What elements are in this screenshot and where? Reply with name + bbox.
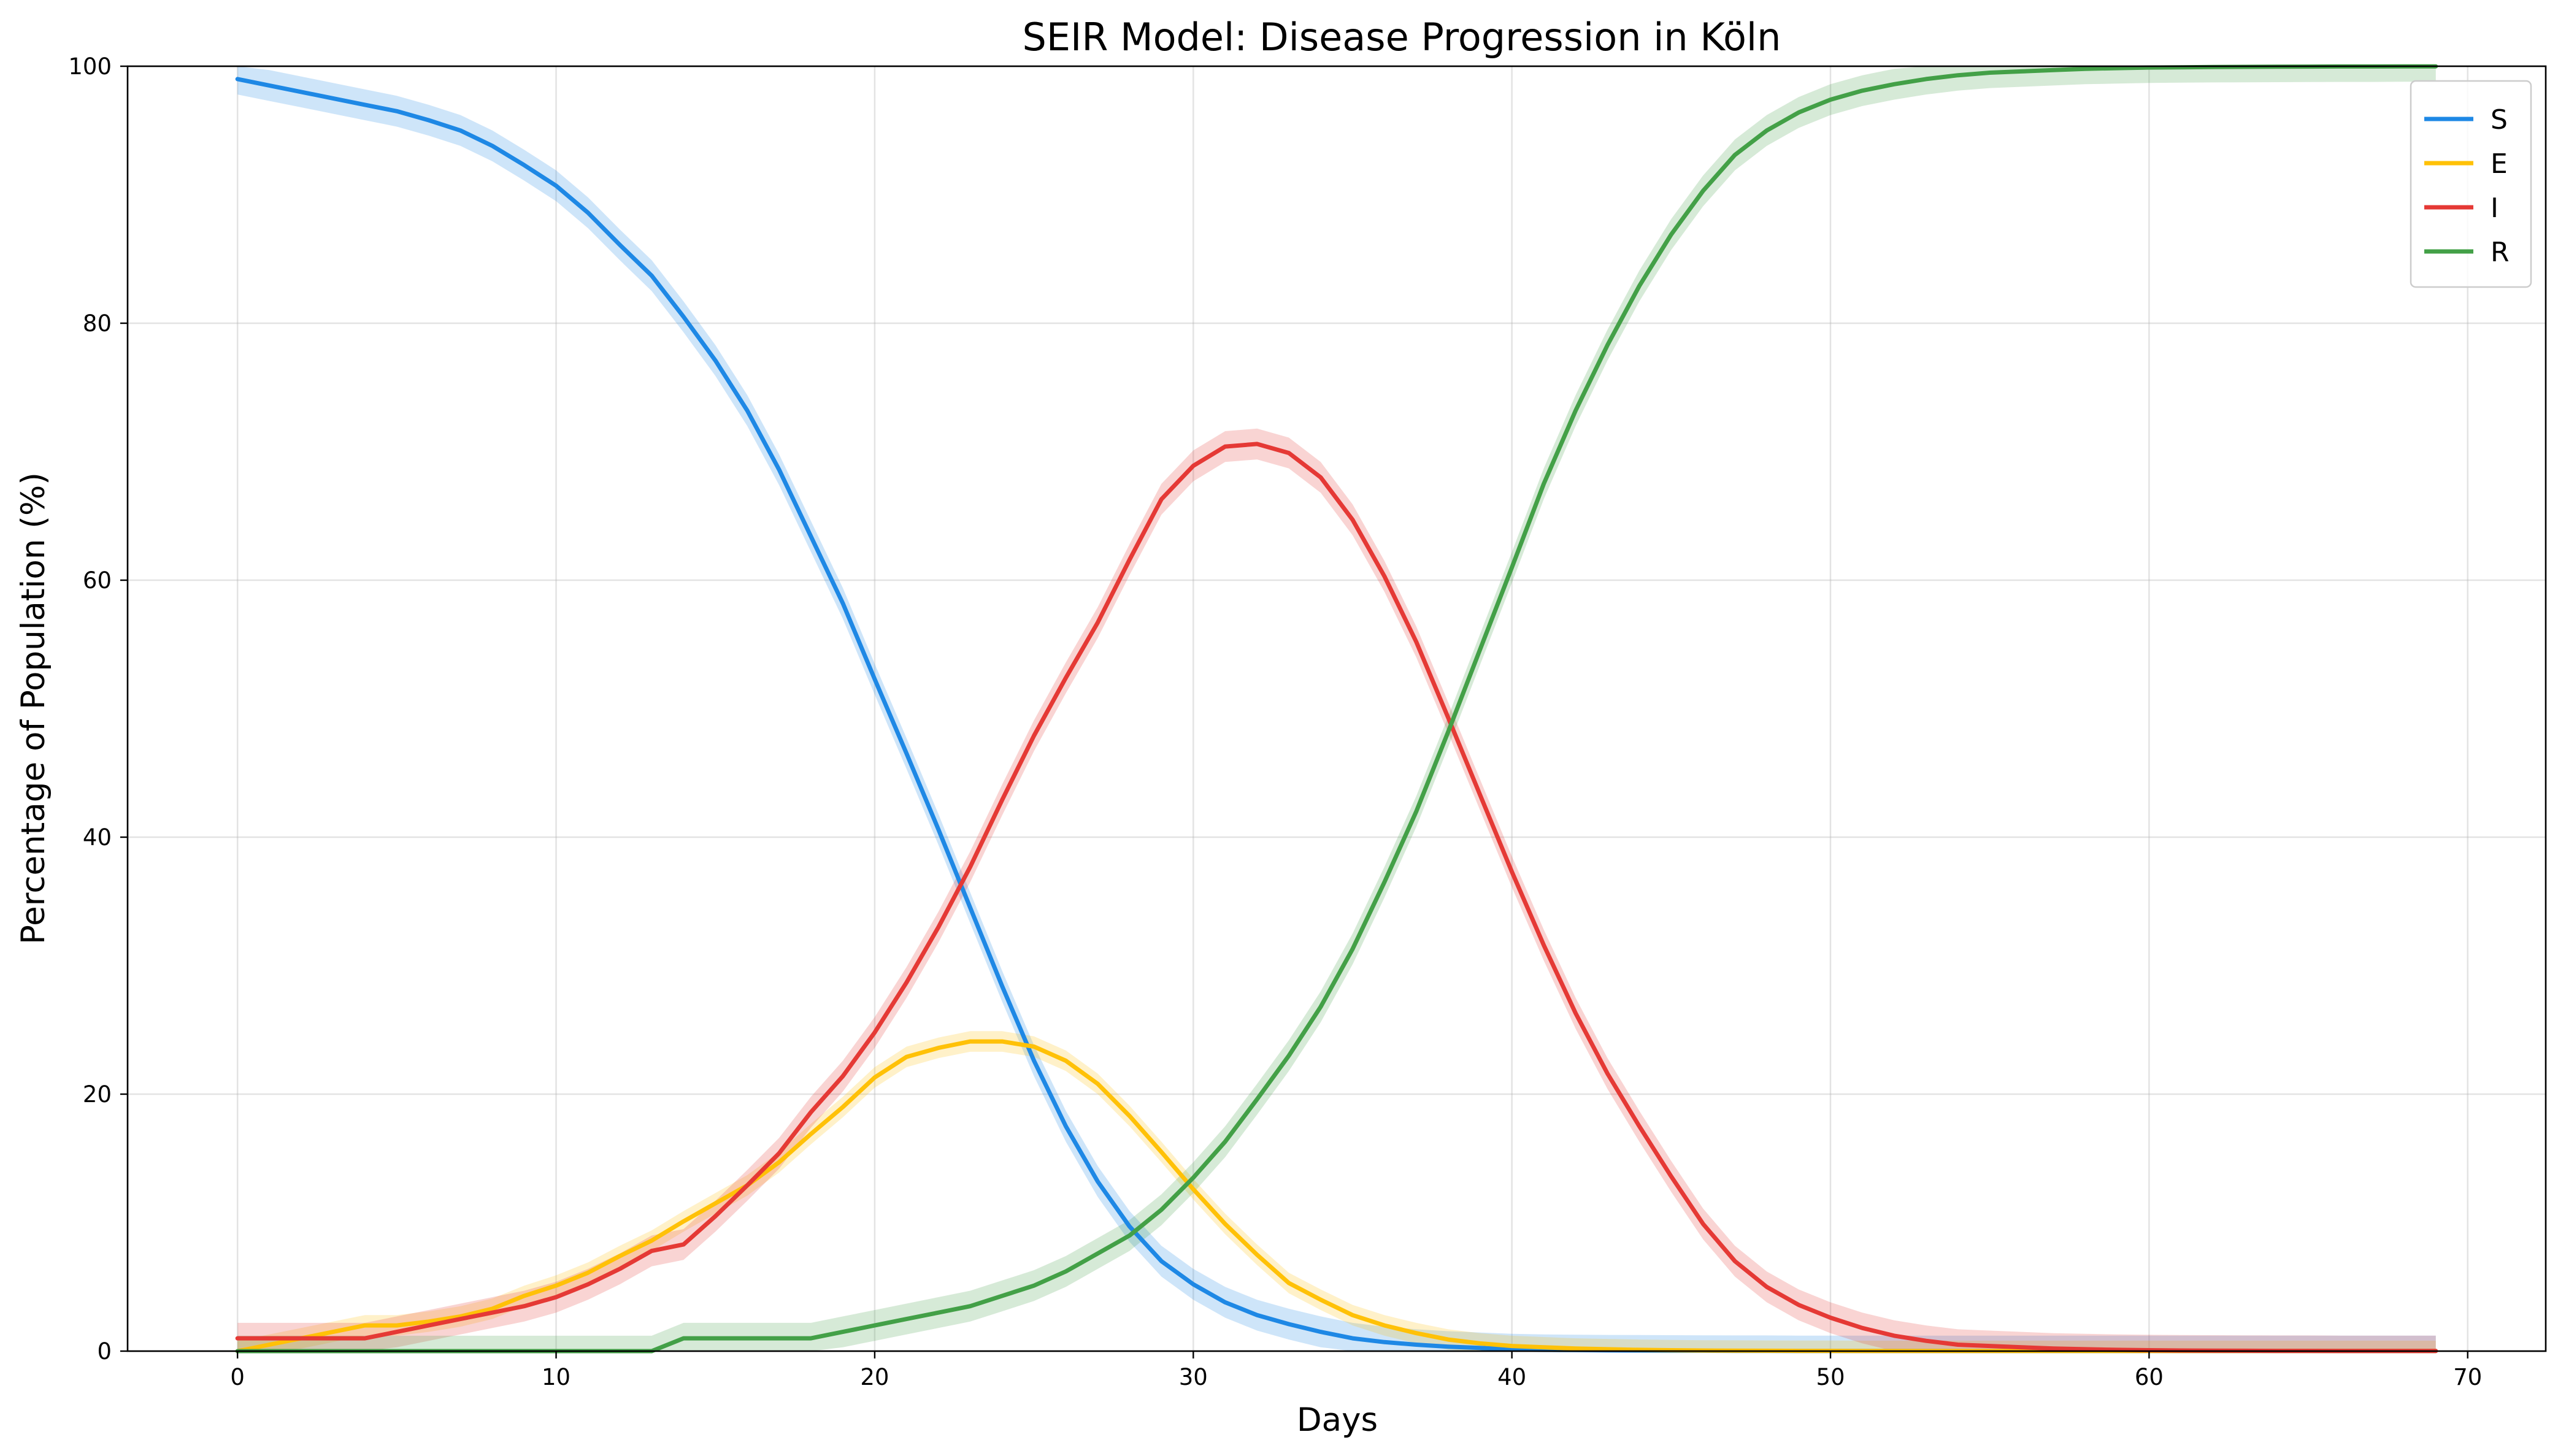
band-s [237,66,2436,1351]
legend-label-s: S [2491,104,2508,136]
legend: SEIR [2410,80,2532,288]
x-axis-label: Days [1297,1401,1378,1439]
legend-box [2410,80,2532,288]
series-line-i [235,442,2438,1354]
y-tick-label: 100 [68,53,112,80]
series-lines [235,64,2438,1354]
y-tick-label: 40 [83,824,112,851]
grid [128,65,2546,1352]
series-line-r [235,64,2438,1354]
y-axis-ticks: 0 20 40 60 80 100 [68,53,128,1365]
x-tick-label: 60 [2135,1364,2164,1390]
band-r [237,66,2436,1351]
x-axis-ticks: 0 10 20 30 40 50 60 70 [230,1351,2482,1390]
y-axis-label: Percentage of Population (%) [15,472,52,944]
legend-label-e: E [2491,148,2508,180]
x-tick-label: 20 [860,1364,889,1390]
y-tick-label: 60 [83,567,112,594]
x-tick-label: 70 [2453,1364,2482,1390]
x-tick-label: 0 [230,1364,245,1390]
uncertainty-bands [237,66,2436,1351]
legend-label-r: R [2491,237,2510,268]
y-tick-label: 80 [83,310,112,337]
series-line-s [235,77,2438,1354]
x-tick-label: 40 [1497,1364,1526,1390]
x-tick-label: 50 [1816,1364,1845,1390]
x-tick-label: 30 [1179,1364,1208,1390]
legend-label-i: I [2491,193,2498,224]
plot-frame [126,65,2547,1352]
y-tick-label: 20 [83,1081,112,1108]
x-tick-label: 10 [542,1364,570,1390]
band-i [237,428,2436,1351]
chart-title: SEIR Model: Disease Progression in Köln [1023,15,1781,59]
y-tick-label: 0 [97,1338,112,1365]
